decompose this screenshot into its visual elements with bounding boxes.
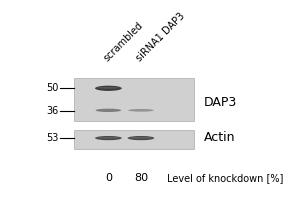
Ellipse shape <box>95 86 122 91</box>
Ellipse shape <box>95 136 122 140</box>
Text: 36: 36 <box>46 106 59 116</box>
Text: Level of knockdown [%]: Level of knockdown [%] <box>167 173 283 183</box>
Ellipse shape <box>128 136 154 140</box>
Ellipse shape <box>130 110 152 111</box>
Ellipse shape <box>96 109 121 112</box>
Bar <box>74 130 194 149</box>
Text: DAP3: DAP3 <box>204 96 237 109</box>
Ellipse shape <box>128 109 154 112</box>
Text: 80: 80 <box>134 173 148 183</box>
Bar <box>74 78 194 121</box>
Text: 53: 53 <box>46 133 59 143</box>
Ellipse shape <box>97 137 120 138</box>
Ellipse shape <box>97 87 120 89</box>
Text: 0: 0 <box>105 173 112 183</box>
Text: Actin: Actin <box>204 131 235 144</box>
Ellipse shape <box>98 109 119 111</box>
Ellipse shape <box>130 137 152 138</box>
Text: siRNA1 DAP3: siRNA1 DAP3 <box>134 10 186 63</box>
Text: 50: 50 <box>46 83 59 93</box>
Text: scrambled: scrambled <box>101 20 145 63</box>
